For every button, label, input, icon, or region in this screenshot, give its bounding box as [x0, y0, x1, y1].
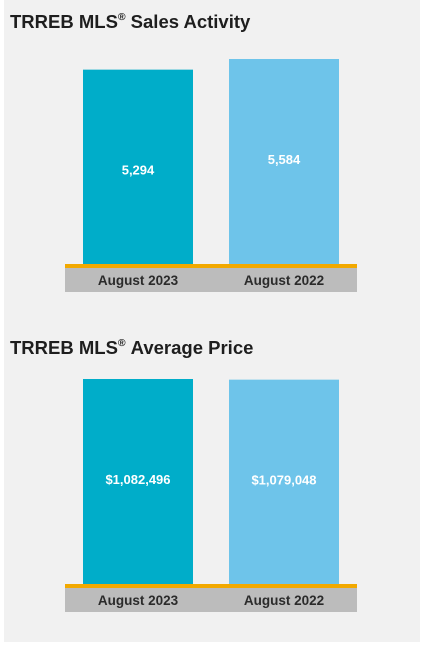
category-label: August 2022 — [244, 593, 324, 608]
bar-value-label: $1,082,496 — [105, 472, 170, 487]
sales-activity-title: TRREB MLS® Sales Activity — [10, 11, 250, 33]
bar-value-label: 5,294 — [122, 163, 155, 178]
registered-mark: ® — [117, 336, 126, 349]
category-label-band — [65, 268, 357, 292]
average-price-chart: $1,082,496 August 2023 $1,079,048 August 20… — [65, 379, 357, 612]
sales-activity-chart: 5,294 August 2023 5,584 August 2022 — [65, 59, 357, 292]
category-label: August 2023 — [98, 273, 179, 288]
bar-august-2022 — [229, 379, 339, 584]
category-label: August 2022 — [244, 273, 324, 288]
registered-mark: ® — [117, 10, 126, 23]
average-price-title: TRREB MLS® Average Price — [10, 337, 253, 359]
category-label-band — [65, 588, 357, 612]
bar-value-label: $1,079,048 — [251, 473, 316, 488]
title-main: TRREB MLS — [10, 11, 118, 32]
title-main: TRREB MLS — [10, 337, 118, 358]
bar-august-2023 — [83, 69, 193, 265]
chart-baseline — [65, 264, 357, 268]
dashboard-panel — [4, 0, 420, 642]
bar-value-label: 5,584 — [268, 152, 301, 167]
bar-august-2023 — [83, 379, 193, 584]
category-label: August 2023 — [98, 593, 179, 608]
bar-august-2022 — [229, 59, 339, 264]
chart-baseline — [65, 584, 357, 588]
title-rest: Average Price — [130, 337, 254, 358]
title-rest: Sales Activity — [130, 11, 251, 32]
